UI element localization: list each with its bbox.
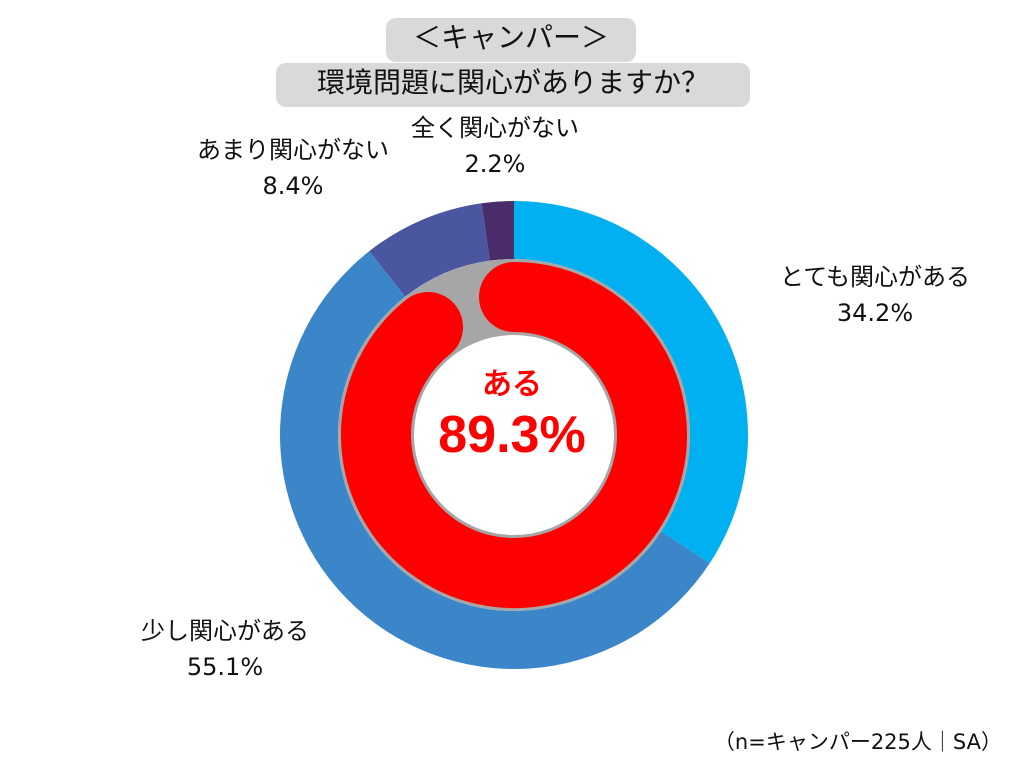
outer-slice-very-interested (514, 201, 749, 564)
slice-label-very-interested: とても関心がある 34.2% (768, 259, 982, 331)
center-label: ある (482, 367, 542, 402)
slice-label-somewhat-interested: 少し関心がある 55.1% (130, 613, 320, 685)
center-value: 89.3% (438, 406, 585, 464)
inner-ring (338, 259, 690, 611)
outer-ring (280, 201, 749, 669)
outer-slice-not-very-interested (369, 203, 490, 297)
outer-slice-not-at-all (481, 201, 514, 261)
slice-value-not-at-all: 2.2% (464, 150, 526, 178)
slice-label-not-at-all: 全く関心がない 2.2% (400, 110, 590, 182)
slice-value-very-interested: 34.2% (836, 299, 914, 327)
slice-name-somewhat-interested: 少し関心がある (141, 617, 309, 645)
slice-label-not-very-interested: あまり関心がない 8.4% (184, 132, 402, 204)
slice-name-very-interested: とても関心がある (779, 263, 971, 291)
chart-title-line-2: 環境問題に関心がありますか？ (276, 63, 750, 107)
sample-note: （n=キャンパー225人｜SA） (713, 730, 1002, 754)
inner-slice-aru (341, 262, 687, 608)
slice-name-not-very-interested: あまり関心がない (197, 136, 389, 164)
slice-value-somewhat-interested: 55.1% (186, 653, 264, 681)
chart-title-line-1: ＜キャンパー＞ (386, 18, 636, 62)
slice-value-not-very-interested: 8.4% (262, 172, 324, 200)
slice-name-not-at-all: 全く関心がない (411, 114, 579, 142)
outer-slice-somewhat-interested (280, 251, 710, 669)
